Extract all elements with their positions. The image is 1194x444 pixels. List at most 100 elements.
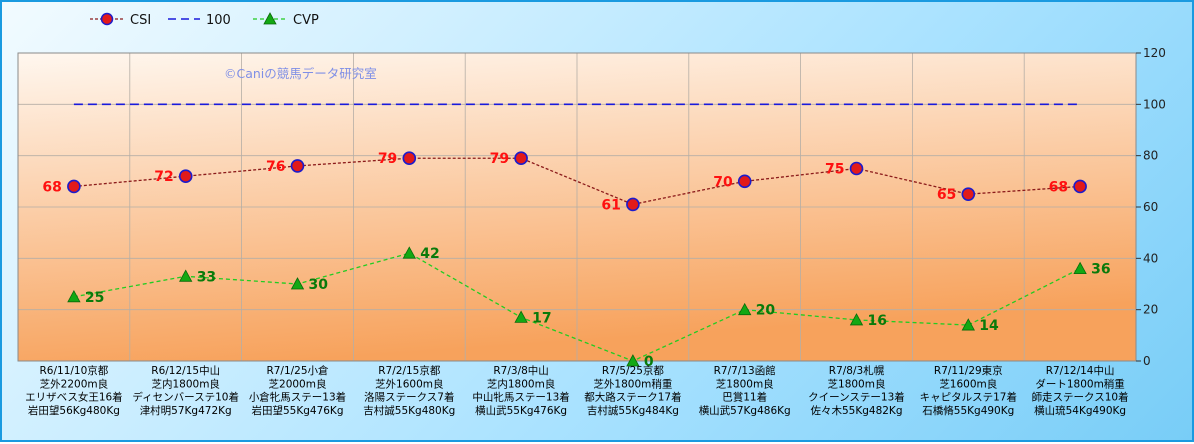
x-axis-labels: R6/11/10京都芝外2200m良エリザベス女王16着岩田望56Kg480Kg… <box>25 364 1129 417</box>
x-tick-label: R7/1/25小倉 <box>266 364 329 377</box>
csi-point <box>514 151 528 166</box>
csi-data-label: 72 <box>154 169 173 185</box>
x-tick-label: 芝2000m良 <box>269 377 327 390</box>
cvp-point <box>738 302 752 316</box>
x-tick-label: 津村明57Kg472Kg <box>140 404 232 417</box>
y-tick-label: 40 <box>1143 251 1158 265</box>
x-tick-label: 吉村誠55Kg484Kg <box>587 404 679 417</box>
x-tick-label: 芝外1600m良 <box>375 377 443 390</box>
csi-data-label: 61 <box>601 197 620 213</box>
cvp-data-label: 25 <box>85 290 104 306</box>
cvp-data-label: 33 <box>197 269 216 285</box>
x-tick-label: R7/11/29東京 <box>934 364 1003 377</box>
x-tick-label: 横山武57Kg486Kg <box>699 404 791 417</box>
x-tick-label: R7/2/15京都 <box>378 364 441 377</box>
series-lines <box>73 103 1081 362</box>
x-tick-label: R7/7/13函館 <box>714 364 776 377</box>
y-axis: 0 20 40 60 80 100 120 <box>1136 46 1166 368</box>
csi-data-label: 75 <box>825 162 844 178</box>
legend-100-label: 100 <box>206 13 231 28</box>
legend: CSI 100 CVP <box>90 12 319 28</box>
x-tick-label: 芝内1800m良 <box>487 377 555 390</box>
x-tick-label: 師走ステークス10着 <box>1032 391 1129 404</box>
csi-point <box>290 159 305 173</box>
y-tick-label: 100 <box>1143 97 1166 111</box>
x-tick-label: 芝1600m良 <box>939 377 997 390</box>
y-tick-label: 60 <box>1143 200 1158 214</box>
legend-cvp-label: CVP <box>293 13 319 28</box>
cvp-data-label: 17 <box>532 310 551 326</box>
x-tick-label: 横山武55Kg476Kg <box>475 404 567 417</box>
csi-point <box>961 187 976 201</box>
csi-data-label: 68 <box>1049 179 1068 195</box>
cvp-data-label: 20 <box>756 303 776 319</box>
x-tick-label: R7/8/3札幌 <box>829 364 885 377</box>
cvp-data-label: 14 <box>979 318 999 334</box>
x-tick-label: ディセンバーステ10着 <box>132 391 239 404</box>
csi-data-label: 70 <box>713 174 733 190</box>
csi-point <box>178 169 193 183</box>
cvp-data-label: 16 <box>868 313 887 329</box>
csi-data-label: 65 <box>937 187 956 203</box>
csi-point <box>1073 179 1087 194</box>
x-tick-label: ダート1800m稍重 <box>1035 377 1124 390</box>
legend-csi-marker <box>100 12 114 26</box>
cvp-data-label: 30 <box>309 277 329 293</box>
x-tick-label: 芝内1800m良 <box>151 377 219 390</box>
csi-point <box>67 179 81 194</box>
x-tick-label: エリザベス女王16着 <box>25 391 123 404</box>
x-tick-label: R6/11/10京都 <box>40 364 109 377</box>
cvp-point <box>179 269 193 282</box>
y-tick-label: 20 <box>1143 303 1158 317</box>
grid-lines <box>17 52 1137 362</box>
cvp-point <box>626 354 640 367</box>
x-tick-label: 中山牝馬ステー13着 <box>472 391 569 404</box>
cvp-point <box>514 310 528 323</box>
x-tick-label: 横山琉54Kg490Kg <box>1034 404 1126 417</box>
x-tick-label: 岩田望55Kg476Kg <box>251 404 343 417</box>
x-tick-label: 芝外2200m良 <box>40 377 108 390</box>
x-tick-label: キャピタルステ17着 <box>920 391 1017 404</box>
csi-data-label: 79 <box>490 151 509 167</box>
csi-point <box>737 174 752 189</box>
x-tick-label: 芝1800m良 <box>828 377 886 390</box>
csi-data-label: 68 <box>42 179 61 195</box>
y-tick-label: 80 <box>1143 149 1158 163</box>
cvp-data-label: 42 <box>420 246 439 262</box>
y-tick-label: 0 <box>1143 354 1151 368</box>
cvp-point <box>402 246 416 259</box>
x-tick-label: 都大路ステーク17着 <box>584 391 681 404</box>
cvp-data-label: 36 <box>1091 262 1110 278</box>
csi-point <box>849 161 864 176</box>
x-tick-label: 佐々木55Kg482Kg <box>810 404 902 417</box>
legend-cvp-marker <box>263 12 277 25</box>
cvp-point <box>290 277 305 290</box>
csi-data-label: 79 <box>378 151 397 167</box>
x-tick-label: R6/12/15中山 <box>151 364 220 377</box>
cvp-data-label: 0 <box>644 354 654 370</box>
x-tick-label: 石橋脩55Kg490Kg <box>922 404 1014 417</box>
x-tick-label: 小倉牝馬ステー13着 <box>249 391 346 404</box>
csi-data-label: 76 <box>266 159 285 175</box>
series-markers <box>67 151 1087 367</box>
x-tick-label: クイーンステー13着 <box>808 391 905 404</box>
copyright-text: ©Caniの競馬データ研究室 <box>224 66 377 81</box>
csi-point <box>402 151 417 166</box>
data-labels: 68 72 76 79 79 61 70 75 65 68 25 33 30 42 17 0 20 16 14 36 <box>42 151 1110 370</box>
legend-csi-label: CSI <box>130 13 151 28</box>
x-tick-label: R7/3/8中山 <box>493 364 548 377</box>
x-tick-label: 吉村誠55Kg480Kg <box>363 404 455 417</box>
series-line-cvp <box>73 252 1081 362</box>
x-tick-label: 芝外1800m稍重 <box>593 377 672 390</box>
cvp-point <box>67 289 81 303</box>
cvp-point <box>849 313 864 326</box>
x-tick-label: 芝1800m良 <box>716 377 774 390</box>
x-tick-label: 洛陽ステークス7着 <box>364 391 454 404</box>
cvp-point <box>961 318 975 331</box>
x-tick-label: R7/12/14中山 <box>1046 364 1115 377</box>
x-tick-label: 岩田望56Kg480Kg <box>28 404 120 417</box>
x-tick-label: R7/5/25京都 <box>602 364 665 377</box>
csi-point <box>626 197 640 212</box>
